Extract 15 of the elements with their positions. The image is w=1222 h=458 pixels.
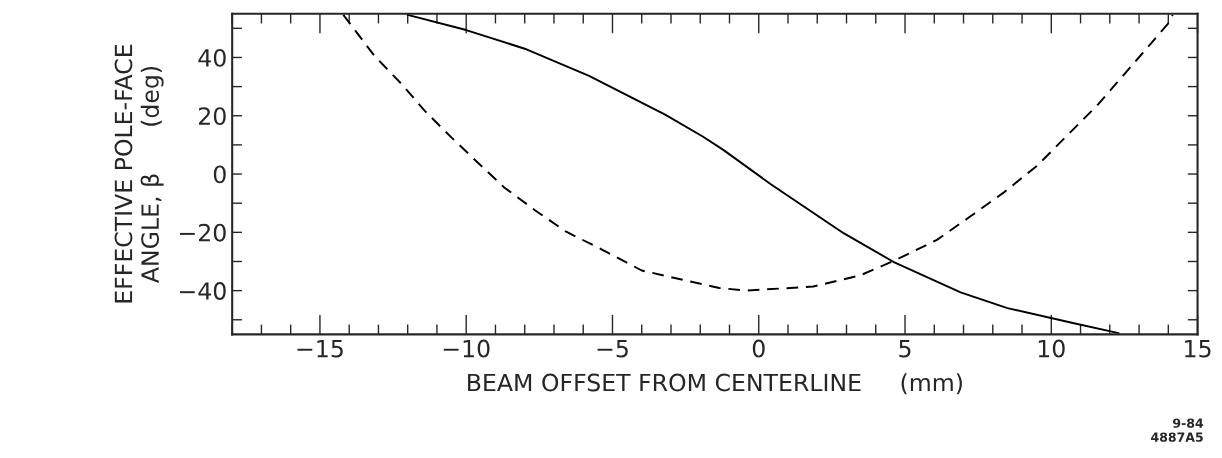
y-tick-label: 0 (213, 165, 226, 184)
x-tick-label: −5 (597, 339, 628, 358)
x-tick-label: −10 (443, 339, 490, 358)
x-tick-label: 0 (752, 339, 765, 358)
y-tick-label: −40 (179, 282, 226, 300)
x-tick-label: 15 (1185, 339, 1211, 358)
text: 9-84 4887A5 (1151, 418, 1204, 442)
x-tick-label: 5 (899, 339, 911, 358)
x-tick-label: −15 (297, 339, 343, 358)
x-axis-title: BEAM OFFSET FROM CENTERLINE (mm) (468, 373, 962, 395)
x-tick-label: 10 (1038, 339, 1065, 358)
y-axis-title: EFFECTIVE POLE-FACE ANGLE, β (deg) (114, 44, 164, 303)
y-tick-label: 20 (199, 107, 226, 126)
y-tick-label: 40 (198, 48, 226, 67)
y-tick-label: −20 (179, 223, 226, 242)
